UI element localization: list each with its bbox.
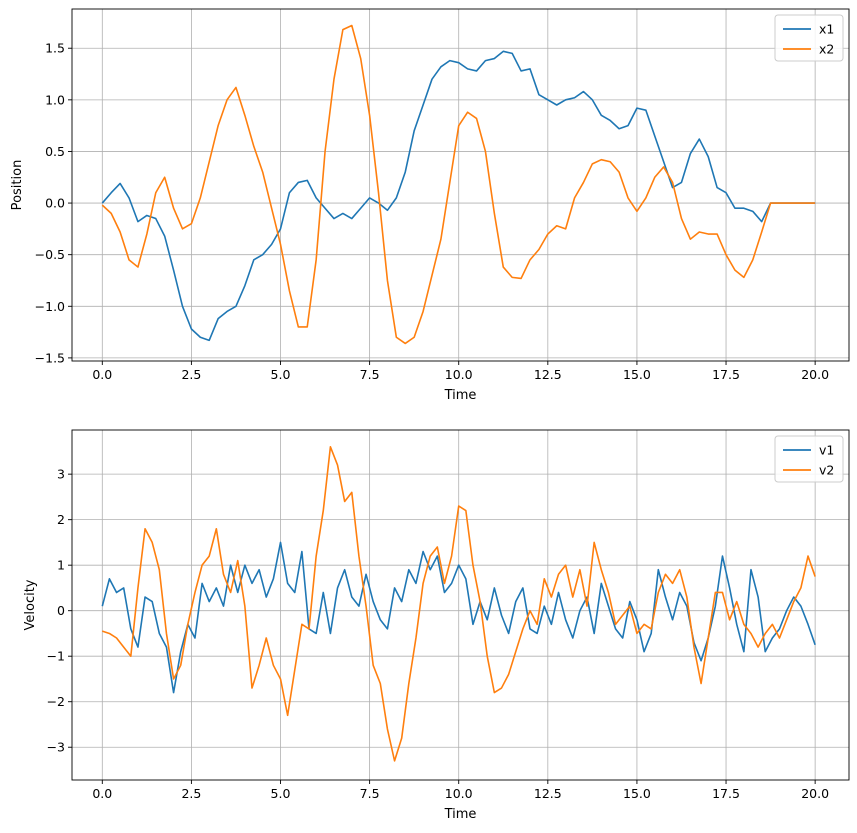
chart-2-axes-frame xyxy=(71,429,850,781)
chart-1-x-tick-label: 2.5 xyxy=(181,367,201,382)
chart-1-x-tick-label: 7.5 xyxy=(360,367,380,382)
chart-1-series-x1-line xyxy=(101,50,816,342)
chart-1-x-tick-label: 17.5 xyxy=(712,367,740,382)
chart-1-axes-frame xyxy=(71,8,850,362)
chart-2-x-tick-label: 5.0 xyxy=(271,786,291,801)
chart-1-series-x2-line xyxy=(101,24,816,345)
chart-2-legend-label-v1: v1 xyxy=(819,443,834,458)
chart-1-y-tick-label: 0.5 xyxy=(45,144,65,159)
chart-2-x-tick-label: 17.5 xyxy=(712,786,740,801)
chart-1-y-tick-label: −0.5 xyxy=(35,247,65,262)
chart-1-x-tick-label: 15.0 xyxy=(623,367,651,382)
chart-2-x-tick-label: 0.0 xyxy=(92,786,112,801)
chart-2-series-v1-line xyxy=(101,541,816,694)
chart-1-y-tick-label: −1.5 xyxy=(35,350,65,365)
chart-1-y-tick-label: 0.0 xyxy=(45,196,65,211)
chart-1-y-tick-label: 1.5 xyxy=(45,41,65,56)
chart-2-y-tick-label: −3 xyxy=(47,740,65,755)
chart-2-x-tick-label: 15.0 xyxy=(623,786,651,801)
chart-2-x-tick-label: 12.5 xyxy=(534,786,562,801)
chart-2-y-tick-label: 0 xyxy=(57,603,65,618)
chart-2-legend-label-v2: v2 xyxy=(819,463,834,478)
chart-1-y-tick-label: 1.0 xyxy=(45,92,65,107)
chart-2-y-tick-label: −1 xyxy=(47,649,65,664)
chart-1-x-tick-label: 10.0 xyxy=(445,367,473,382)
chart-1-x-tick-label: 20.0 xyxy=(801,367,829,382)
chart-2-x-axis-label: Time xyxy=(444,807,477,822)
chart-1-x-axis-label: Time xyxy=(444,388,477,403)
chart-2-y-tick-label: −2 xyxy=(47,694,65,709)
chart-1-legend-label-x2: x2 xyxy=(819,42,834,57)
chart-2-y-tick-label: 1 xyxy=(57,558,65,573)
chart-2-x-tick-label: 20.0 xyxy=(801,786,829,801)
chart-1: 0.0 2.5 5.0 7.5 10.0 12.5 15.0 17.5 20.0 −1.5 −1.0… xyxy=(10,8,850,403)
chart-2-y-tick-label: 2 xyxy=(57,512,65,527)
chart-2: 0.0 2.5 5.0 7.5 10.0 12.5 15.0 17.5 20.0 −3 −2 −1 0 1… xyxy=(23,429,850,822)
chart-2-series-v2-line xyxy=(102,446,816,762)
chart-2-y-axis-label: Velocity xyxy=(23,579,38,630)
chart-2-x-tick-label: 2.5 xyxy=(181,786,201,801)
chart-1-x-tick-label: 12.5 xyxy=(534,367,562,382)
chart-1-y-axis-label: Position xyxy=(10,160,25,211)
chart-1-y-tick-label: −1.0 xyxy=(35,299,65,314)
chart-1-x-tick-label: 0.0 xyxy=(92,367,112,382)
chart-1-legend-label-x1: x1 xyxy=(819,22,834,37)
chart-2-x-tick-label: 10.0 xyxy=(445,786,473,801)
chart-1-x-tick-label: 5.0 xyxy=(271,367,291,382)
chart-2-x-tick-label: 7.5 xyxy=(360,786,380,801)
chart-2-y-tick-label: 3 xyxy=(57,467,65,482)
